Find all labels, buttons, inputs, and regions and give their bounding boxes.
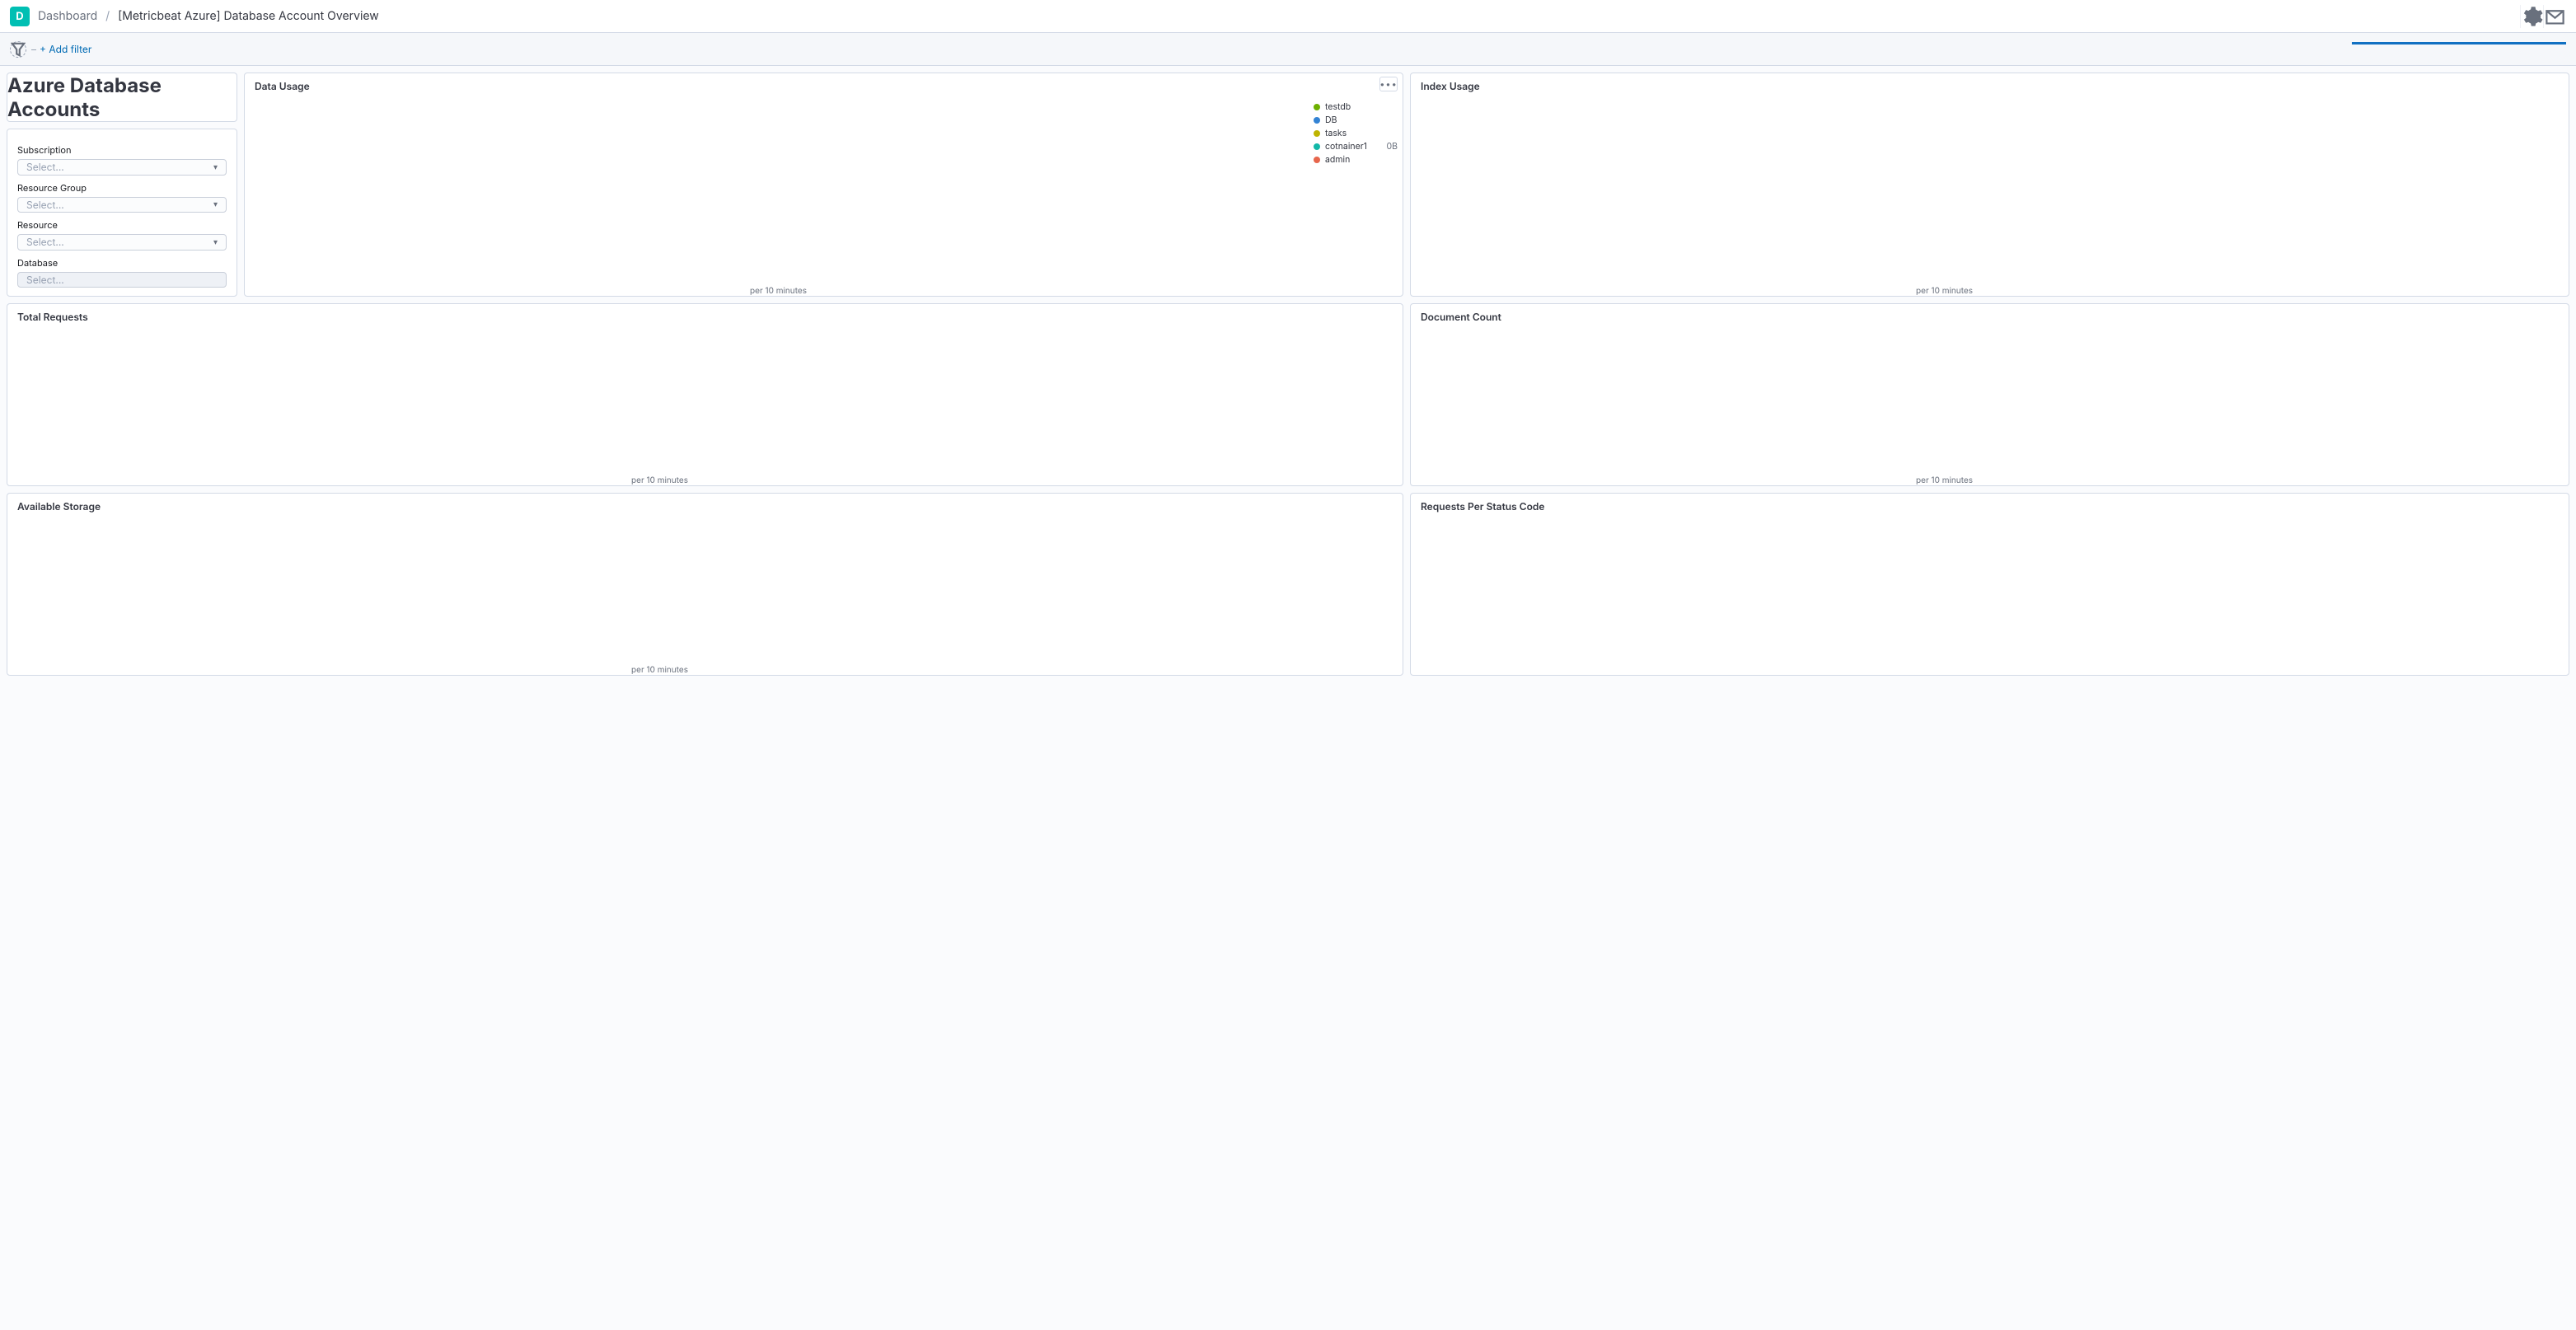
select-resource[interactable]: Select... ▾: [17, 234, 227, 251]
legend-item[interactable]: admin: [1314, 154, 1398, 165]
legend-item[interactable]: tasks: [1314, 128, 1398, 138]
panel-data-usage: ••• Data Usage per 10 minutes testdb DB ta…: [244, 73, 1403, 297]
x-axis-label: per 10 minutes: [1411, 286, 2478, 296]
chart-total-requests: per 10 minutes: [7, 325, 1403, 485]
query-bar-highlight: [2352, 42, 2566, 57]
select-placeholder: Select...: [26, 274, 64, 286]
x-axis-label: per 10 minutes: [7, 665, 1312, 675]
label-subscription: Subscription: [17, 144, 227, 156]
panel-total-requests: Total Requests per 10 minutes: [7, 303, 1403, 486]
panel-title-text: Available Storage: [7, 494, 1403, 514]
label-database: Database: [17, 257, 227, 269]
legend-dot-icon: [1314, 130, 1320, 137]
legend: testdb DB tasks cotnainer1 0B admin: [1312, 94, 1403, 296]
page-title: Azure Database Accounts: [7, 73, 237, 121]
add-filter-button[interactable]: + Add filter: [40, 43, 91, 55]
legend: [1312, 514, 1403, 675]
legend-label: DB: [1325, 115, 1337, 125]
x-axis-label: per 10 minutes: [245, 286, 1312, 296]
left-column: Azure Database Accounts Subscription Sel…: [7, 73, 237, 297]
legend-label: cotnainer1: [1325, 141, 1367, 152]
panel-requests-status: Requests Per Status Code: [1410, 493, 2569, 676]
chevron-down-icon: ▾: [213, 162, 218, 172]
legend-dot-icon: [1314, 104, 1320, 110]
chart-requests-status: [1411, 514, 2569, 675]
panel-available-storage: Available Storage per 10 minutes: [7, 493, 1403, 676]
breadcrumb-current: [Metricbeat Azure] Database Account Over…: [118, 9, 379, 23]
chevron-down-icon: ▾: [213, 237, 218, 247]
x-axis-label: per 10 minutes: [1411, 475, 2478, 485]
panel-filters: Subscription Select... ▾ Resource Group …: [7, 129, 237, 297]
legend: [2478, 325, 2569, 485]
panel-title-text: Data Usage: [245, 73, 1403, 94]
legend-item[interactable]: cotnainer1 0B: [1314, 141, 1398, 152]
panel-title-text: Document Count: [1411, 304, 2569, 325]
panel-document-count: Document Count per 10 minutes: [1410, 303, 2569, 486]
breadcrumb-sep: /: [105, 9, 110, 23]
x-axis-label: per 10 minutes: [7, 475, 1312, 485]
panel-menu-button[interactable]: •••: [1379, 77, 1398, 91]
chart-index-usage: per 10 minutes: [1411, 94, 2569, 296]
select-placeholder: Select...: [26, 236, 64, 248]
legend: [2478, 94, 2569, 296]
panel-title: Azure Database Accounts: [7, 73, 237, 122]
settings-icon[interactable]: [2520, 5, 2543, 28]
filter-bar: – + Add filter: [0, 33, 2576, 66]
chart-data-usage: per 10 minutes testdb DB tasks cotnainer1 0B…: [245, 94, 1403, 296]
chevron-down-icon: ▾: [213, 199, 218, 209]
legend-dot-icon: [1314, 117, 1320, 124]
breadcrumb: Dashboard / [Metricbeat Azure] Database …: [38, 9, 379, 23]
filter-sep: –: [31, 43, 36, 55]
chart-document-count: per 10 minutes: [1411, 325, 2569, 485]
legend-item[interactable]: DB: [1314, 115, 1398, 125]
panel-title-text: Total Requests: [7, 304, 1403, 325]
app-logo[interactable]: D: [10, 7, 30, 26]
select-subscription[interactable]: Select... ▾: [17, 159, 227, 176]
legend-label: admin: [1325, 154, 1350, 165]
select-placeholder: Select...: [26, 199, 64, 211]
share-icon[interactable]: [2543, 5, 2566, 28]
panel-index-usage: Index Usage per 10 minutes: [1410, 73, 2569, 297]
legend-dot-icon: [1314, 157, 1320, 163]
legend: [1312, 325, 1403, 485]
select-placeholder: Select...: [26, 161, 64, 173]
legend-label: testdb: [1325, 101, 1351, 112]
select-resource-group[interactable]: Select... ▾: [17, 197, 227, 213]
filter-toggle-icon[interactable]: [10, 41, 26, 58]
chart-available-storage: per 10 minutes: [7, 514, 1403, 675]
breadcrumb-root[interactable]: Dashboard: [38, 9, 97, 23]
label-resource: Resource: [17, 219, 227, 231]
select-database: Select...: [17, 272, 227, 288]
legend: [2511, 514, 2569, 675]
panel-title-text: Index Usage: [1411, 73, 2569, 94]
panel-title-text: Requests Per Status Code: [1411, 494, 2569, 514]
legend-dot-icon: [1314, 143, 1320, 150]
legend-item[interactable]: testdb: [1314, 101, 1398, 112]
dashboard-grid: Azure Database Accounts Subscription Sel…: [0, 66, 2576, 682]
legend-value: 0B: [1387, 141, 1398, 152]
legend-label: tasks: [1325, 128, 1347, 138]
label-resource-group: Resource Group: [17, 182, 227, 194]
top-bar: D Dashboard / [Metricbeat Azure] Databas…: [0, 0, 2576, 33]
